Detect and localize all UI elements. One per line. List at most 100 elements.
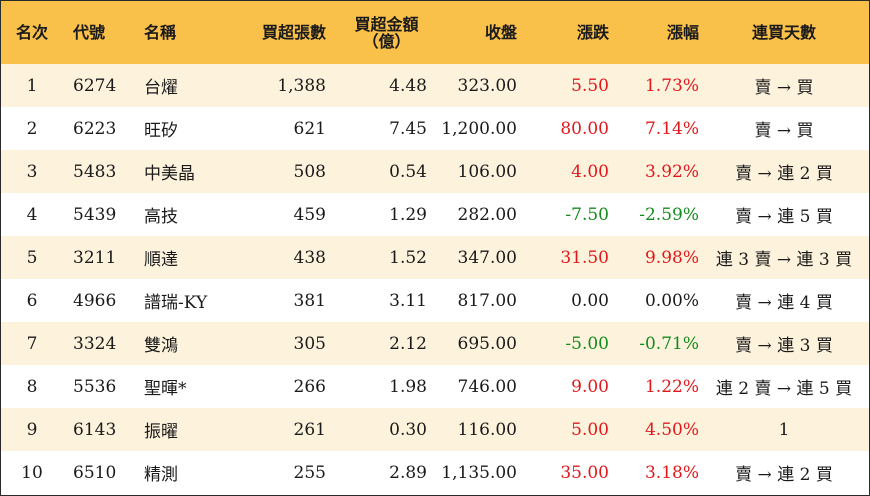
header-change-pct: 漲幅	[666, 23, 699, 42]
cell-change-pct: 4.50%	[644, 419, 699, 440]
cell-name: 聖暉*	[144, 379, 187, 399]
header-change: 漲跌	[576, 23, 609, 42]
cell-net-buy-lots: 255	[293, 462, 326, 483]
cell-close: 106.00	[457, 161, 517, 182]
cell-net-buy-amount: 2.89	[389, 462, 427, 483]
cell-net-buy-amount: 1.52	[389, 247, 427, 268]
cell-close: 282.00	[457, 204, 517, 225]
cell-consecutive-days: 賣 → 連 2 買	[735, 164, 833, 184]
cell-close: 1,200.00	[441, 118, 517, 139]
cell-change-pct: 0.00%	[644, 290, 699, 311]
table-row: 1 6274 台燿 1,388 4.48 323.00 5.50 1.73% 賣 → 買	[1, 64, 869, 107]
cell-net-buy-amount: 0.54	[389, 161, 427, 182]
header-code: 代號	[73, 23, 106, 42]
cell-close: 1,135.00	[441, 462, 517, 483]
header-close: 收盤	[484, 23, 517, 42]
table-row: 4 5439 高技 459 1.29 282.00 -7.50 -2.59% 賣 → 連 5 買	[1, 193, 869, 236]
cell-name: 譜瑞-KY	[144, 293, 208, 313]
cell-net-buy-lots: 266	[293, 376, 326, 397]
cell-net-buy-amount: 0.30	[389, 419, 427, 440]
header-name: 名稱	[144, 23, 177, 42]
cell-close: 746.00	[457, 376, 517, 397]
table-row: 5 3211 順達 438 1.52 347.00 31.50 9.98% 連 3 賣 → 連 …	[1, 236, 869, 279]
cell-name: 旺矽	[144, 121, 178, 141]
cell-net-buy-lots: 438	[293, 247, 326, 268]
cell-rank: 3	[26, 161, 38, 182]
cell-close: 817.00	[457, 290, 517, 311]
cell-consecutive-days: 賣 → 買	[754, 78, 814, 98]
cell-change-pct: 3.92%	[644, 161, 699, 182]
cell-rank: 10	[21, 462, 43, 483]
cell-net-buy-lots: 261	[293, 419, 326, 440]
cell-name: 台燿	[144, 78, 178, 98]
cell-change: 5.50	[571, 75, 609, 96]
cell-code: 4966	[73, 290, 117, 311]
cell-rank: 4	[26, 204, 38, 225]
cell-net-buy-amount: 4.48	[389, 75, 427, 96]
cell-rank: 8	[26, 376, 38, 397]
cell-code: 3324	[73, 333, 117, 354]
cell-change: -7.50	[565, 204, 609, 225]
cell-net-buy-amount: 1.98	[389, 376, 427, 397]
cell-code: 6223	[73, 118, 117, 139]
table-row: 2 6223 旺矽 621 7.45 1,200.00 80.00 7.14% 賣 → 買	[1, 107, 869, 150]
header-net-buy-amount-line1: 買超金額	[354, 14, 419, 34]
cell-name: 雙鴻	[144, 336, 178, 356]
cell-consecutive-days: 連 2 賣 → 連 5 買	[715, 379, 853, 399]
cell-change-pct: 1.22%	[644, 376, 699, 397]
cell-name: 順達	[144, 250, 178, 270]
cell-consecutive-days: 賣 → 連 5 買	[735, 207, 833, 227]
cell-change-pct: 3.18%	[644, 462, 699, 483]
table-row: 7 3324 雙鴻 305 2.12 695.00 -5.00 -0.71% 賣 → 連 3 買	[1, 322, 869, 365]
cell-net-buy-lots: 459	[293, 204, 326, 225]
cell-change: 35.00	[560, 462, 609, 483]
table-row: 10 6510 精測 255 2.89 1,135.00 35.00 3.18% 賣 → 連 2…	[1, 451, 869, 494]
cell-net-buy-amount: 7.45	[389, 118, 427, 139]
cell-net-buy-lots: 305	[293, 333, 326, 354]
cell-change: 80.00	[560, 118, 609, 139]
cell-change-pct: 1.73%	[644, 75, 699, 96]
cell-code: 5483	[73, 161, 117, 182]
cell-change-pct: -2.59%	[639, 204, 699, 225]
header-consecutive-days: 連買天數	[751, 23, 816, 42]
cell-rank: 1	[26, 75, 38, 96]
cell-change-pct: -0.71%	[639, 333, 699, 354]
cell-consecutive-days: 賣 → 連 4 買	[735, 293, 833, 313]
header-net-buy-amount-line2: （億）	[362, 31, 411, 51]
cell-net-buy-lots: 621	[293, 118, 326, 139]
cell-name: 高技	[144, 207, 178, 227]
table-row: 6 4966 譜瑞-KY 381 3.11 817.00 0.00 0.00% 賣 → 連 4 …	[1, 279, 869, 322]
cell-close: 695.00	[457, 333, 517, 354]
cell-change-pct: 9.98%	[644, 247, 699, 268]
cell-net-buy-amount: 1.29	[389, 204, 427, 225]
cell-net-buy-lots: 1,388	[277, 75, 326, 96]
cell-rank: 6	[26, 290, 38, 311]
cell-consecutive-days: 賣 → 連 2 買	[735, 465, 833, 485]
cell-code: 5536	[73, 376, 117, 397]
cell-consecutive-days: 連 3 賣 → 連 3 買	[715, 250, 853, 270]
cell-close: 116.00	[457, 419, 517, 440]
cell-close: 347.00	[457, 247, 517, 268]
cell-consecutive-days: 賣 → 買	[754, 121, 814, 141]
cell-code: 5439	[73, 204, 117, 225]
cell-change-pct: 7.14%	[644, 118, 699, 139]
cell-close: 323.00	[457, 75, 517, 96]
cell-code: 6510	[73, 462, 117, 483]
table-row: 9 6143 振曜 261 0.30 116.00 5.00 4.50% 1	[1, 408, 869, 451]
cell-change: -5.00	[565, 333, 609, 354]
cell-net-buy-lots: 381	[293, 290, 326, 311]
cell-rank: 5	[26, 247, 38, 268]
cell-code: 6274	[73, 75, 117, 96]
table-row: 3 5483 中美晶 508 0.54 106.00 4.00 3.92% 賣 → 連 2 買	[1, 150, 869, 193]
cell-net-buy-amount: 2.12	[389, 333, 427, 354]
cell-change: 0.00	[571, 290, 609, 311]
header-net-buy-amount: 買超金額 （億）	[326, 1, 427, 64]
cell-change: 31.50	[560, 247, 609, 268]
table-header-row: 名次 代號 名稱 買超張數 買超金額 （億） 收盤 漲跌 漲幅 連買天數	[1, 1, 869, 64]
cell-net-buy-amount: 3.11	[389, 290, 427, 311]
cell-consecutive-days: 賣 → 連 3 買	[735, 336, 833, 356]
cell-code: 3211	[73, 247, 117, 268]
cell-net-buy-lots: 508	[293, 161, 326, 182]
